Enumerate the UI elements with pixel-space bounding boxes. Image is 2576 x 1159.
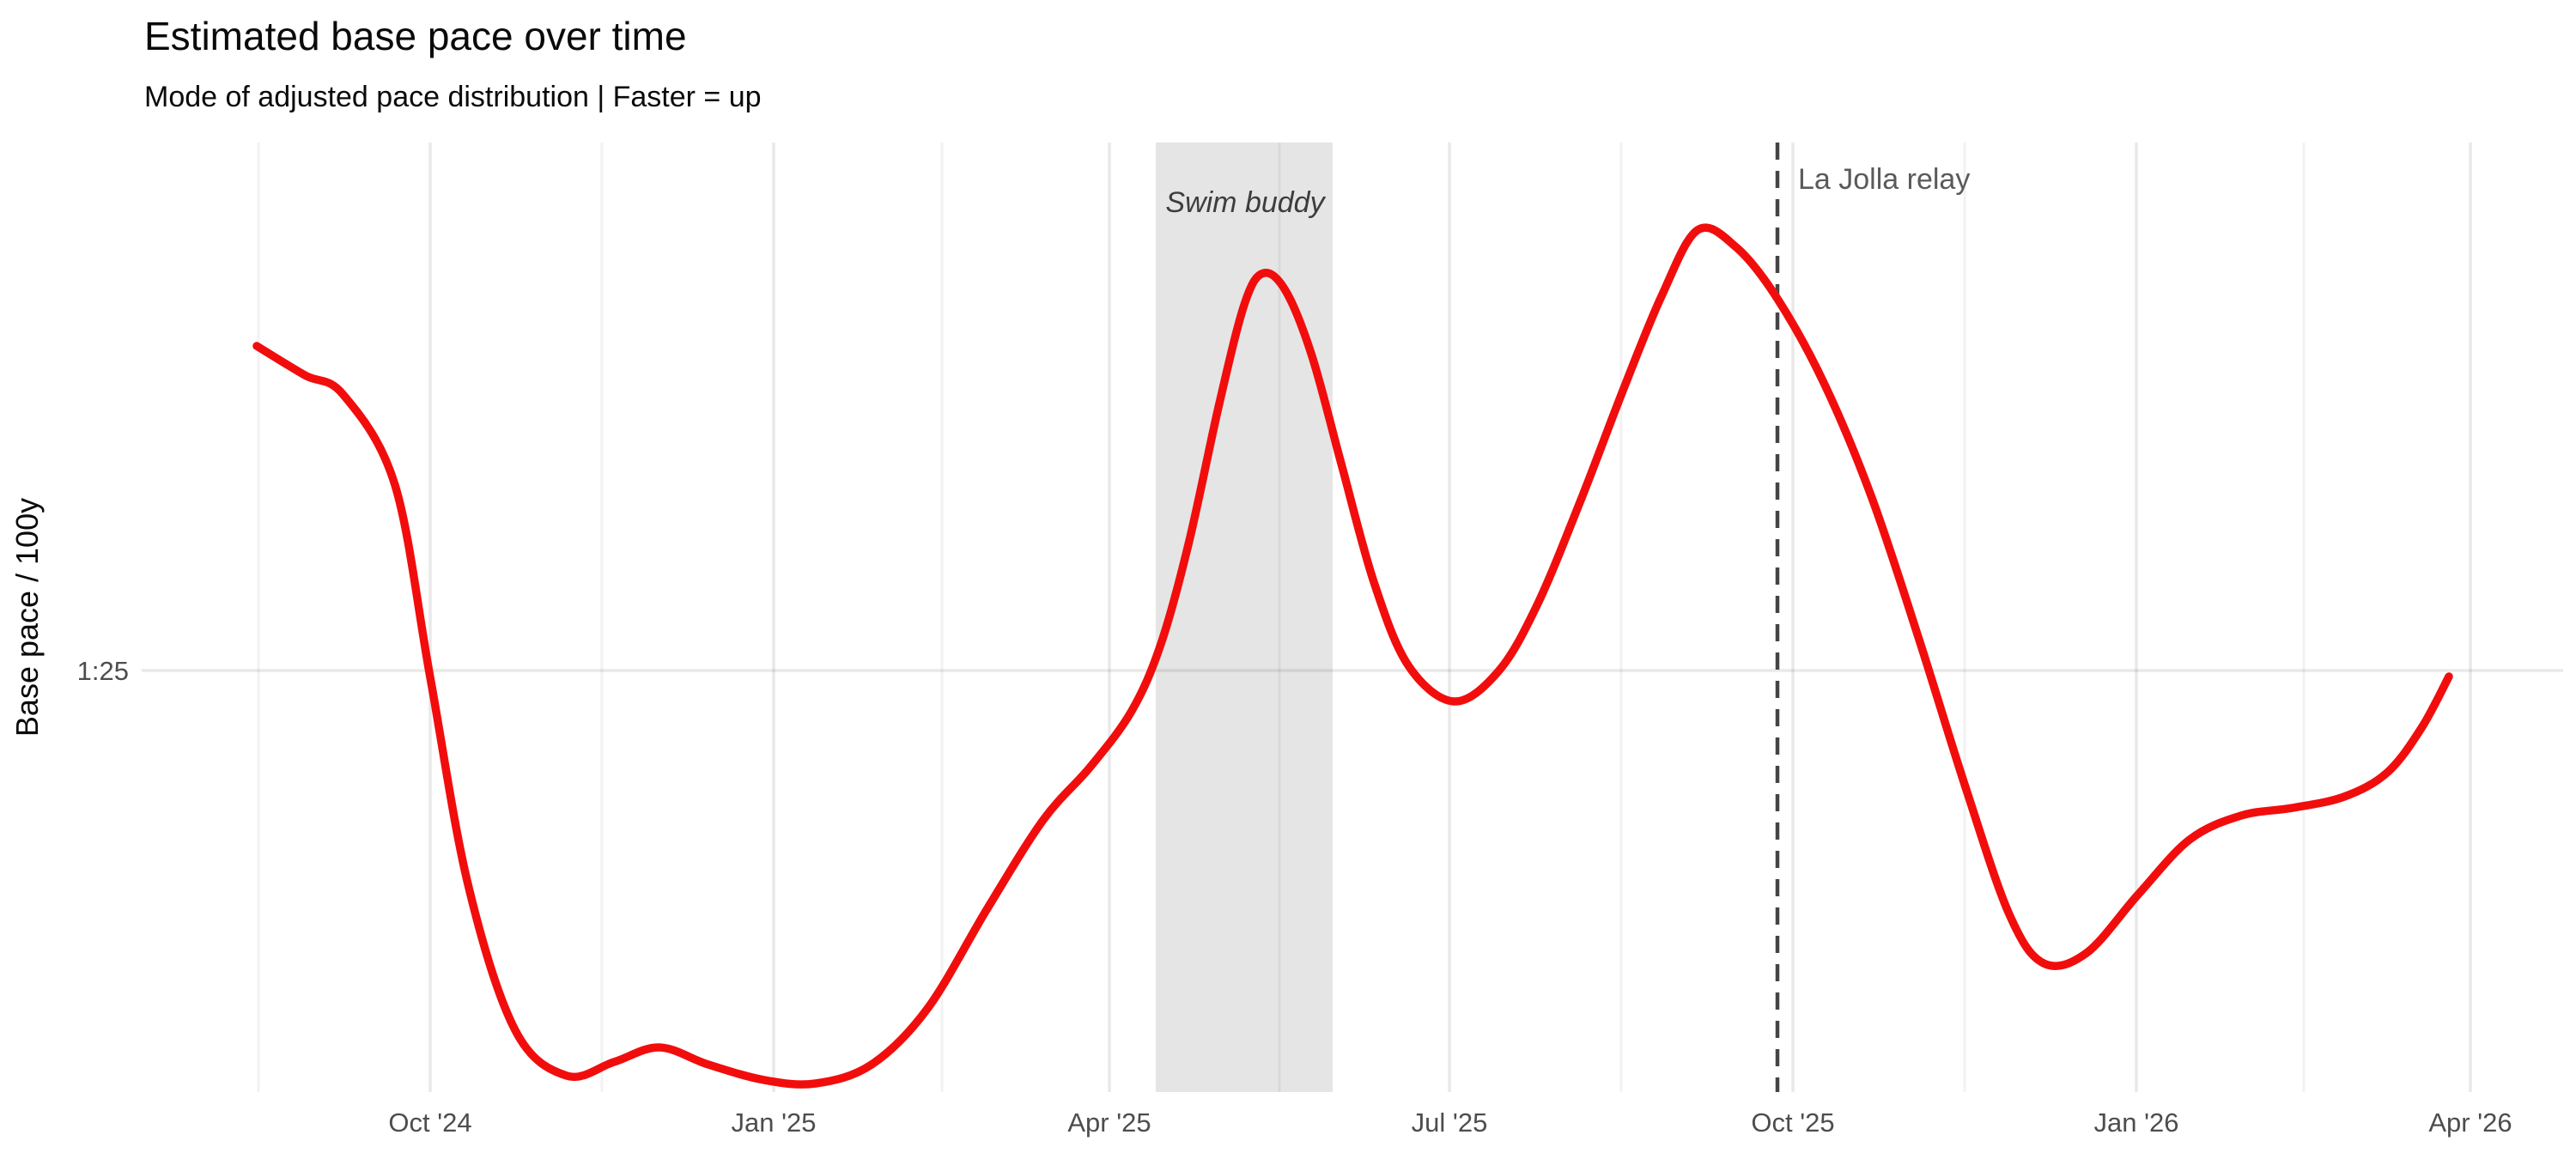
event-band-swim-buddy — [1156, 143, 1333, 1092]
x-tick-label: Apr '26 — [2428, 1107, 2512, 1138]
x-axis-tick-labels: Oct '24 Jan '25 Apr '25 Jul '25 Oct '25 Jan '… — [388, 1107, 2512, 1138]
x-tick-label: Apr '25 — [1067, 1107, 1151, 1138]
gridlines — [142, 143, 2563, 1092]
x-tick-label: Jan '25 — [732, 1107, 817, 1138]
x-tick-label: Oct '25 — [1751, 1107, 1834, 1138]
chart-subtitle: Mode of adjusted pace distribution | Fas… — [144, 81, 762, 113]
y-tick-label: 1:25 — [77, 656, 129, 686]
chart-title: Estimated base pace over time — [144, 14, 687, 58]
x-tick-label: Jul '25 — [1412, 1107, 1488, 1138]
x-tick-label: Oct '24 — [388, 1107, 471, 1138]
y-axis-title: Base pace / 100y — [9, 498, 45, 737]
x-tick-label: Jan '26 — [2094, 1107, 2179, 1138]
event-label-la-jolla-relay: La Jolla relay — [1798, 163, 1970, 196]
band-label-swim-buddy: Swim buddy — [1165, 186, 1326, 219]
pace-line-series — [252, 223, 2453, 1089]
